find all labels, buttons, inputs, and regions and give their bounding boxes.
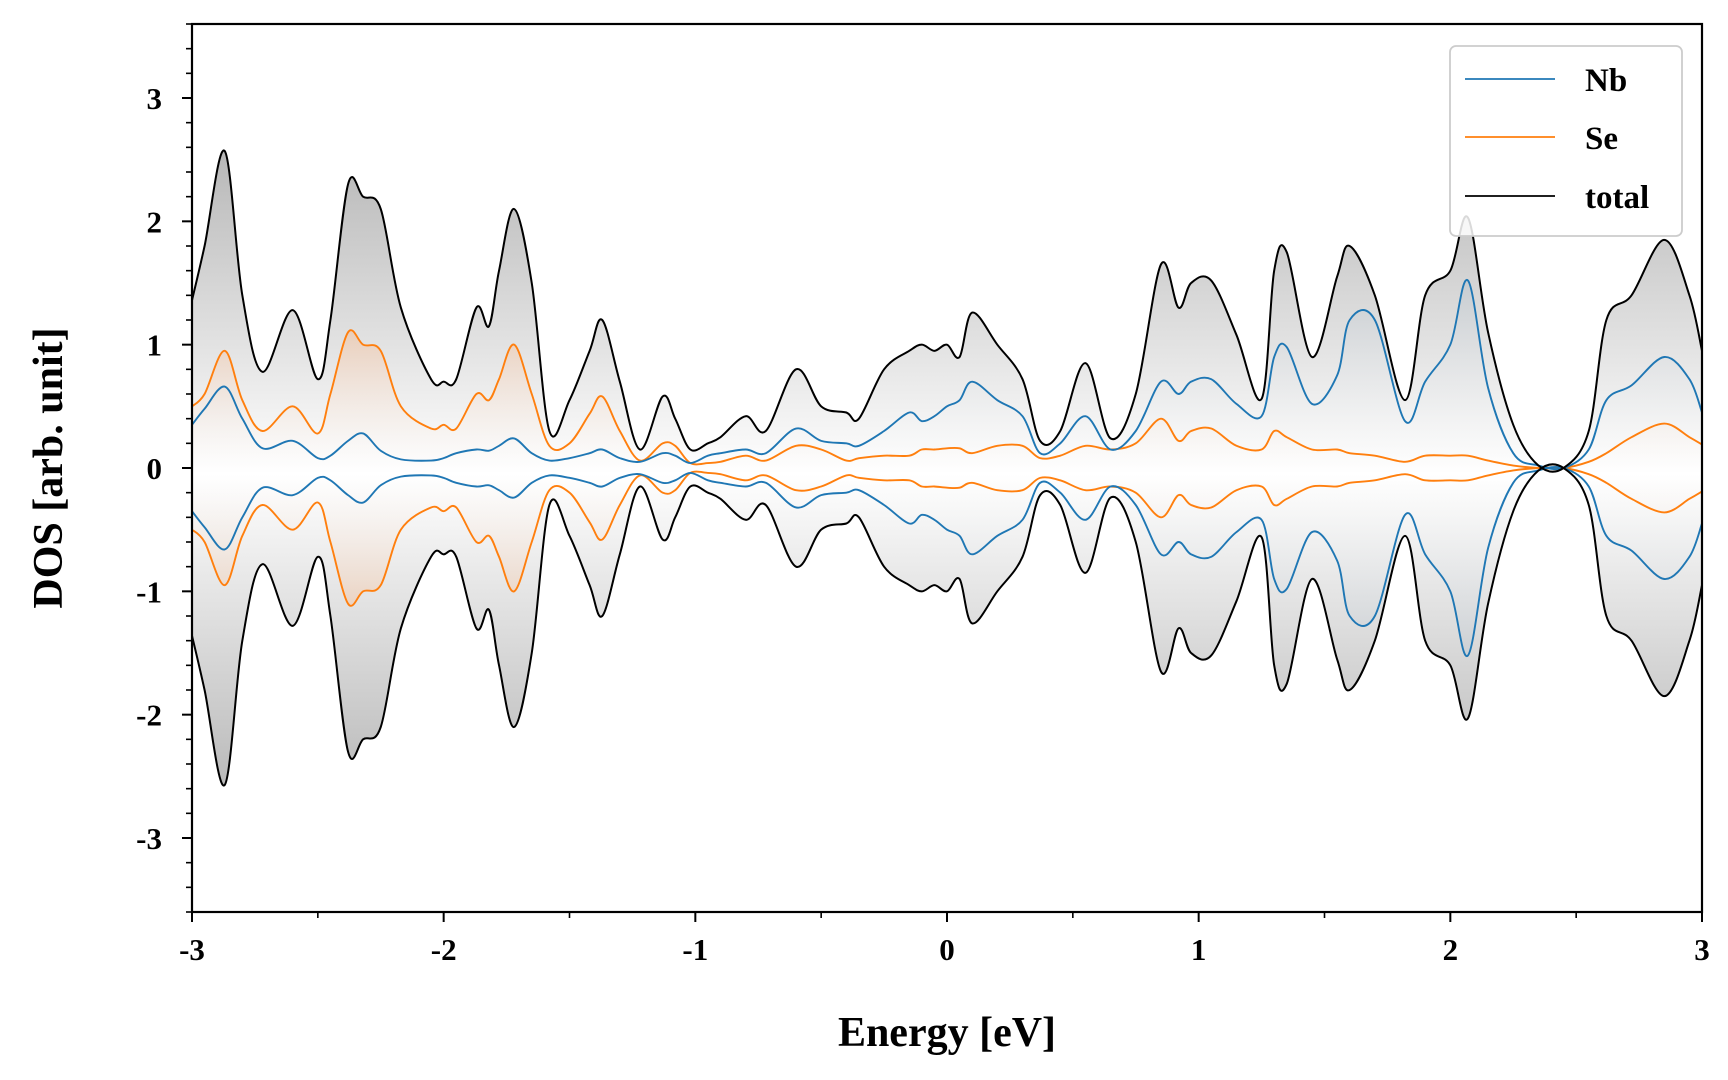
y-tick-label: 1 (147, 328, 163, 363)
series-fill-se (192, 330, 1702, 606)
series-line-nb-lower (192, 465, 1702, 657)
legend: Nb Se total (1449, 45, 1683, 237)
y-tick-label: 3 (147, 81, 163, 116)
x-tick-label: 3 (1694, 932, 1710, 967)
series-line-total-lower (192, 463, 1702, 787)
series-line-se-lower (192, 466, 1702, 607)
legend-label-se: Se (1585, 121, 1618, 157)
y-tick-label: -2 (136, 698, 162, 733)
legend-box (1449, 45, 1683, 237)
series-line-nb-upper (192, 279, 1702, 471)
legend-label-nb: Nb (1585, 63, 1627, 99)
y-tick-label: -1 (136, 574, 162, 609)
x-axis-title: Energy [eV] (838, 1010, 1056, 1056)
y-tick-label: -3 (136, 821, 162, 856)
x-tick-label: 0 (939, 932, 955, 967)
series-line-se-upper (192, 329, 1702, 470)
x-tick-label: -1 (682, 932, 708, 967)
x-tick-label: 2 (1443, 932, 1459, 967)
y-tick-label: 2 (147, 204, 163, 239)
legend-label-total: total (1585, 180, 1649, 216)
x-tick-label: 1 (1191, 932, 1207, 967)
series-line-total-upper (192, 149, 1702, 473)
x-tick-label: -3 (179, 932, 205, 967)
y-axis-title: DOS [arb. unit] (26, 327, 72, 608)
x-tick-label: -2 (431, 932, 457, 967)
y-tick-label: 0 (147, 451, 163, 486)
